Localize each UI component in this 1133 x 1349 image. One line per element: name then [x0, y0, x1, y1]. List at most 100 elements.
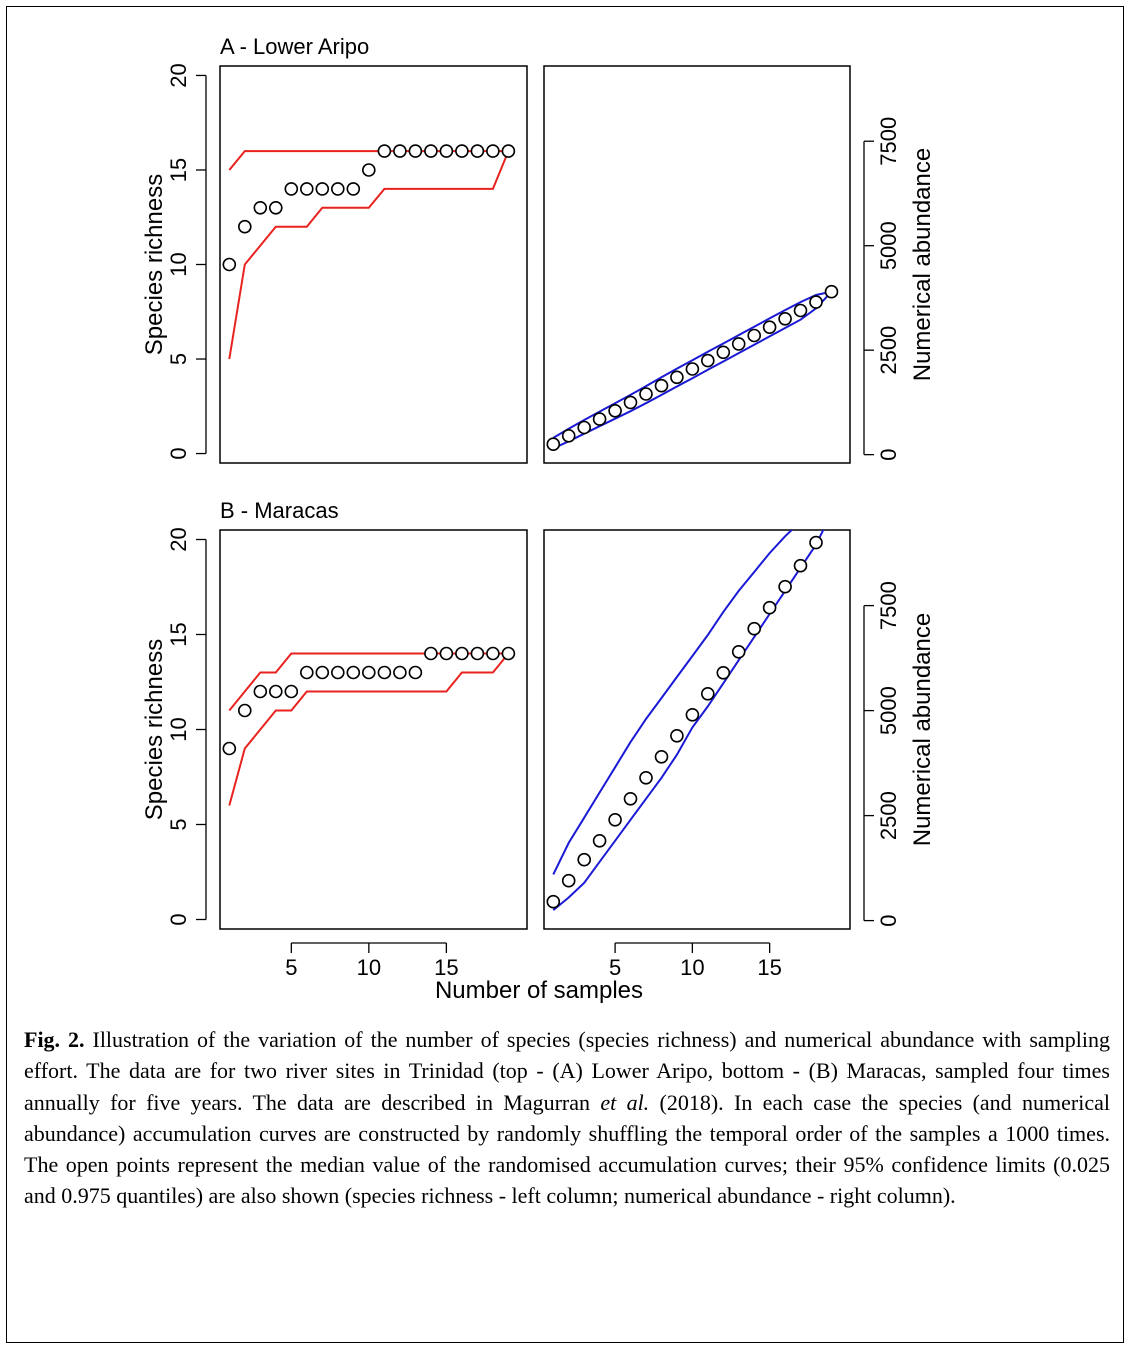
median-point — [439, 646, 454, 661]
y-tick-label: 0 — [876, 914, 901, 926]
median-point — [486, 646, 500, 661]
median-point — [268, 201, 283, 215]
median-point — [501, 646, 516, 661]
plot-frame — [543, 529, 851, 930]
plot-area — [546, 284, 839, 452]
ci-upper-line — [228, 652, 509, 712]
y-tick-label: 20 — [166, 63, 191, 87]
caption-label: Fig. 2. — [24, 1027, 85, 1052]
y-tick-label: 5000 — [876, 221, 901, 270]
ci-lower-line — [552, 291, 833, 450]
plot-area — [222, 646, 516, 806]
median-point — [639, 770, 653, 785]
median-point — [299, 182, 314, 196]
median-point — [623, 395, 638, 410]
panel-a-abundance: 0 2500 5000 7500 Numerical abundance — [543, 65, 936, 464]
median-point — [592, 833, 607, 848]
panel-b-abundance: 0 2500 5000 7500 Numerical abundance 5 10 15 — [543, 529, 936, 980]
median-point — [546, 894, 561, 909]
median-point — [592, 412, 607, 426]
median-point — [299, 665, 314, 680]
median-point — [716, 665, 731, 680]
median-point — [793, 303, 808, 318]
median-point — [361, 665, 376, 680]
caption-text-1: Illustration of the variation of the num… — [24, 1027, 1110, 1115]
ci-upper-line — [552, 290, 832, 439]
median-point — [700, 686, 715, 701]
median-point — [330, 665, 345, 680]
caption-text-2: (2018). In each case the species (and nu… — [24, 1089, 1110, 1209]
median-point — [546, 437, 561, 452]
y-tick-label: 2500 — [876, 326, 901, 375]
median-point — [639, 387, 653, 401]
median-point — [762, 320, 777, 335]
panel-b-richness: 0 5 10 15 20 Species richness B - Maracas 5 10 15 — [141, 498, 528, 980]
median-point — [346, 182, 361, 196]
y-axis-label: Numerical abundance — [909, 613, 936, 846]
x-tick-label: 15 — [757, 955, 781, 980]
x-tick-label: 10 — [357, 955, 381, 980]
panel-title: A - Lower Aripo — [220, 34, 369, 59]
median-point — [716, 345, 731, 360]
median-point — [424, 646, 438, 661]
median-point — [470, 646, 485, 661]
median-point — [561, 873, 576, 888]
ci-upper-line — [552, 530, 794, 875]
y-tick-label: 2500 — [876, 791, 901, 840]
median-point — [238, 703, 252, 718]
y-tick-label: 7500 — [876, 581, 901, 630]
x-tick-label: 10 — [680, 955, 704, 980]
median-point — [284, 182, 299, 196]
median-point — [561, 428, 576, 443]
median-point — [654, 378, 669, 393]
median-point — [393, 144, 407, 158]
x-tick-label: 15 — [434, 955, 458, 980]
median-point — [315, 665, 330, 680]
median-point — [824, 284, 839, 299]
y-tick-label: 5 — [166, 353, 191, 365]
y-tick-label: 0 — [166, 913, 191, 925]
median-point — [608, 812, 622, 827]
median-point — [778, 311, 792, 326]
median-point — [455, 646, 469, 661]
median-point — [284, 684, 299, 699]
panel-a-richness: 0 5 10 15 20 Species richness A - Lower Aripo — [141, 34, 528, 464]
plot-frame — [543, 65, 851, 464]
figure-caption: Fig. 2. Illustration of the variation of… — [24, 1024, 1110, 1212]
plot-area — [222, 144, 516, 360]
median-point — [377, 665, 392, 680]
median-point — [439, 144, 454, 158]
median-point — [700, 353, 715, 368]
plot-frame — [219, 65, 528, 464]
median-point — [747, 621, 762, 636]
median-point — [654, 749, 669, 764]
median-point — [315, 182, 330, 196]
median-point — [222, 257, 237, 272]
median-point — [778, 579, 792, 594]
median-point — [731, 337, 746, 351]
median-point — [685, 707, 700, 722]
plot-area — [546, 530, 825, 911]
plot-frame — [219, 529, 528, 930]
median-point — [577, 420, 592, 435]
x-axis-label: Number of samples — [435, 977, 643, 1004]
x-tick-label: 5 — [285, 955, 297, 980]
y-tick-label: 5 — [166, 818, 191, 830]
y-tick-label: 5000 — [876, 686, 901, 735]
median-point — [809, 295, 823, 309]
median-point — [731, 644, 746, 659]
median-point — [253, 684, 268, 699]
median-point — [747, 328, 762, 343]
figure-frame — [6, 6, 1124, 1343]
median-point — [762, 600, 777, 615]
caption-et-al: et al. — [600, 1089, 650, 1115]
y-axis-label: Species richness — [141, 639, 168, 820]
median-point — [408, 144, 423, 158]
y-axis-label: Species richness — [141, 174, 168, 355]
median-point — [330, 182, 345, 196]
median-point — [238, 219, 252, 234]
x-tick-label: 5 — [609, 955, 621, 980]
y-tick-label: 20 — [166, 527, 191, 551]
median-point — [685, 362, 700, 376]
median-point — [470, 144, 485, 158]
